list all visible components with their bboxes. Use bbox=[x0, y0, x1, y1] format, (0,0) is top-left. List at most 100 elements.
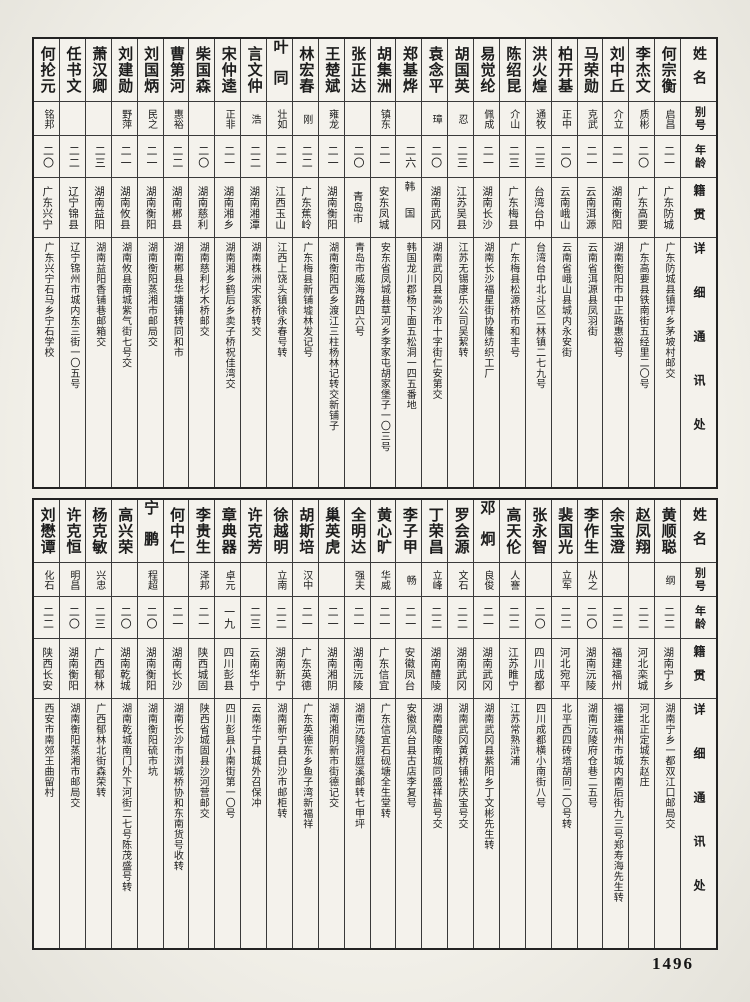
entry-column: 刘国炳 民之 二一 湖南衡阳 湖南衡阳蒸湘市邮局交 bbox=[136, 39, 163, 487]
entry-alias-text: 雍龙 bbox=[326, 108, 338, 129]
entry-native-text: 湖南益阳 bbox=[92, 185, 104, 230]
entry-address-cell: 韩国龙川郡杨下面五松洞一四五番地 bbox=[396, 237, 422, 487]
entry-native-cell: 广东防城 bbox=[655, 177, 680, 237]
entry-name-cell: 曹第河 bbox=[164, 39, 189, 101]
entry-age-text: 二六 bbox=[403, 144, 416, 169]
entry-name-text: 章典器 bbox=[219, 507, 236, 555]
entry-name-cell: 柏开基 bbox=[552, 39, 577, 101]
entry-address-cell: 湖南宁乡一都双江口邮局交 bbox=[655, 698, 680, 948]
entry-age-text: 二三 bbox=[248, 605, 261, 630]
entry-alias-text: 强夫 bbox=[352, 569, 364, 590]
directory-table-top: 姓名 别号 年龄 籍贯 详细通讯处 何宗衡 启昌 二一 广东防城 广东防城县镇坪乡茅坡村邮交 李杰文… bbox=[32, 37, 718, 489]
entry-name-text: 袁念平 bbox=[426, 46, 443, 94]
entry-native-cell: 湖南衡阳 bbox=[60, 638, 85, 698]
entry-age-cell: 二〇 bbox=[344, 135, 370, 177]
entry-column: 全明达 强夫 二一 湖南沅陵 湖南沅陵洞庭溪邮转七甲坪 bbox=[343, 500, 370, 948]
entry-age-cell: 二三 bbox=[85, 135, 111, 177]
entry-alias-cell: 立军 bbox=[551, 562, 577, 596]
entry-address-cell: 湖南武冈县高沙市十字街仁安第交 bbox=[422, 237, 448, 487]
entry-native-text: 四川彭县 bbox=[222, 646, 234, 691]
entry-native-cell: 湖南醴陵 bbox=[422, 638, 448, 698]
entry-native-text: 湖南衡阳 bbox=[610, 185, 622, 230]
entry-age-text: 二二 bbox=[429, 605, 442, 630]
entry-native-cell: 广东高要 bbox=[629, 177, 655, 237]
entry-column: 高天伦 人謇 二二 江苏睢宁 江苏常熟浒浦 bbox=[498, 500, 525, 948]
entry-column: 何宗衡 启昌 二一 广东防城 广东防城县镇坪乡茅坡村邮交 bbox=[654, 39, 680, 487]
entry-name-cell: 刘懋谭 bbox=[34, 500, 59, 562]
entry-native-text: 陕西城固 bbox=[196, 646, 208, 691]
entry-name-text: 巢英虎 bbox=[323, 507, 340, 555]
entry-native-text: 湖南攸县 bbox=[118, 185, 130, 230]
entry-column: 任书文 二二 辽宁锦县 辽宁锦州市城内东三街一〇五号 bbox=[59, 39, 85, 487]
entry-alias-cell: 民之 bbox=[137, 101, 163, 135]
entry-name-text: 罗会源 bbox=[452, 507, 469, 555]
entry-native-cell: 台湾台中 bbox=[525, 177, 551, 237]
entry-alias-text: 浩 bbox=[248, 113, 260, 124]
entry-age-text: 二一 bbox=[584, 144, 597, 169]
entry-column: 言文仲浩二二 湖南湘潭 湖南株洲宋家桥转交 bbox=[240, 39, 266, 487]
entry-address-text: 四川成都横小南街八号 bbox=[533, 703, 545, 808]
entry-native-text: 河北栾城 bbox=[636, 646, 648, 691]
entry-address-text: 湖南益阳香铺巷邮箱交 bbox=[93, 242, 105, 347]
entry-native-text: 广东信宜 bbox=[377, 646, 389, 691]
entry-alias-cell: 铭邦 bbox=[34, 101, 59, 135]
entry-native-cell: 湖南益阳 bbox=[85, 177, 111, 237]
entry-name-text: 曹第河 bbox=[168, 46, 185, 94]
directory-table-bottom: 姓名 别号 年龄 籍贯 详细通讯处 黄顺聪纲二二 湖南宁乡 湖南宁乡一都双江口邮局交 赵凤翔 二二… bbox=[32, 498, 718, 950]
entry-native-cell: 湖南攸县 bbox=[111, 177, 137, 237]
entry-name-text: 马荣勋 bbox=[582, 46, 599, 94]
entry-address-text: 北平西四砖塔胡同二〇号转 bbox=[559, 703, 571, 829]
entry-address-text: 广东梅县松源桥市和丰号 bbox=[507, 242, 519, 358]
entry-age-cell: 二〇 bbox=[137, 596, 163, 638]
entry-alias-cell: 纲 bbox=[655, 562, 680, 596]
entry-column: 赵凤翔 二二 河北栾城 河北正定城东赵庄 bbox=[628, 500, 655, 948]
entry-age-text: 二一 bbox=[222, 144, 235, 169]
entry-name-text: 何抡元 bbox=[38, 46, 55, 94]
entry-name-text: 叶同 bbox=[271, 39, 288, 101]
entry-alias-cell: 介山 bbox=[499, 101, 525, 135]
entry-native-text: 江西玉山 bbox=[274, 185, 286, 230]
entry-address-text: 湖南衡阳市中正路惠裕号 bbox=[611, 242, 623, 358]
entry-alias-text: 泽邦 bbox=[197, 569, 209, 590]
entry-address-text: 云南华宁县城外召保冲 bbox=[248, 703, 260, 808]
entry-native-text: 湖南武冈 bbox=[455, 646, 467, 691]
header-name-text: 姓名 bbox=[691, 46, 707, 94]
entry-address-text: 湖南新宁县白沙市邮柜转 bbox=[274, 703, 286, 819]
header-native-cell: 籍贯 bbox=[681, 638, 716, 698]
entry-address-text: 湖南长沙福星街协隆纺织工厂 bbox=[481, 242, 493, 379]
entry-address-text: 广东梅县新铺墟林发记号 bbox=[300, 242, 312, 358]
entry-native-cell: 湖南宁乡 bbox=[655, 638, 680, 698]
entry-address-text: 湖南武冈县紫阳乡丁文彬先生转 bbox=[481, 703, 493, 850]
entry-column: 裴国光 立军 二二 河北宛平 北平西四砖塔胡同二〇号转 bbox=[550, 500, 577, 948]
entry-age-cell: 二二 bbox=[655, 596, 680, 638]
entry-column: 许克芳 二三 云南华宁 云南华宁县城外召保冲 bbox=[240, 500, 266, 948]
entry-alias-cell: 佩成 bbox=[474, 101, 499, 135]
entry-address-cell: 湖南乾城南门外下河街二七号陈茂盛号转 bbox=[111, 698, 137, 948]
entry-address-text: 湖南衡阳西乡渡江三柱杨林记转交新铺子 bbox=[326, 242, 338, 431]
entry-age-text: 二一 bbox=[170, 605, 183, 630]
entry-native-text: 湖南衡阳 bbox=[144, 646, 156, 691]
entry-age-cell: 二一 bbox=[318, 135, 344, 177]
entry-age-text: 二一 bbox=[481, 144, 494, 169]
header-alias-text: 别号 bbox=[693, 566, 706, 593]
entry-alias-text: 民之 bbox=[145, 108, 157, 129]
entry-column: 刘中丘 介立 二一 湖南衡阳 湖南衡阳市中正路惠裕号 bbox=[602, 39, 629, 487]
entry-native-text: 广东兴宁 bbox=[41, 185, 53, 230]
entry-age-cell: 二一 bbox=[344, 596, 370, 638]
entry-name-text: 许克芳 bbox=[245, 507, 262, 555]
entry-alias-text: 华威 bbox=[378, 569, 390, 590]
header-name-cell: 姓名 bbox=[681, 500, 716, 562]
entry-native-text: 湖南武冈 bbox=[481, 646, 493, 691]
entry-address-text: 云南省峨山县城内永安街 bbox=[559, 242, 571, 358]
entry-alias-cell: 从之 bbox=[577, 562, 603, 596]
entry-column: 李子甲畅二一 安徽凤台 安徽凤台县古店李复号 bbox=[395, 500, 422, 948]
entry-native-cell: 广东兴宁 bbox=[34, 177, 59, 237]
entry-age-text: 二三 bbox=[533, 144, 546, 169]
header-name-cell: 姓名 bbox=[681, 39, 716, 101]
entry-native-cell: 湖南衡阳 bbox=[137, 638, 163, 698]
entry-alias-text: 介山 bbox=[507, 108, 519, 129]
entry-native-cell: 云南峨山 bbox=[551, 177, 577, 237]
entry-name-cell: 李作生 bbox=[578, 500, 603, 562]
entry-address-text: 陕西省城固县沙河营邮交 bbox=[197, 703, 209, 819]
entry-age-cell: 二二 bbox=[551, 596, 577, 638]
